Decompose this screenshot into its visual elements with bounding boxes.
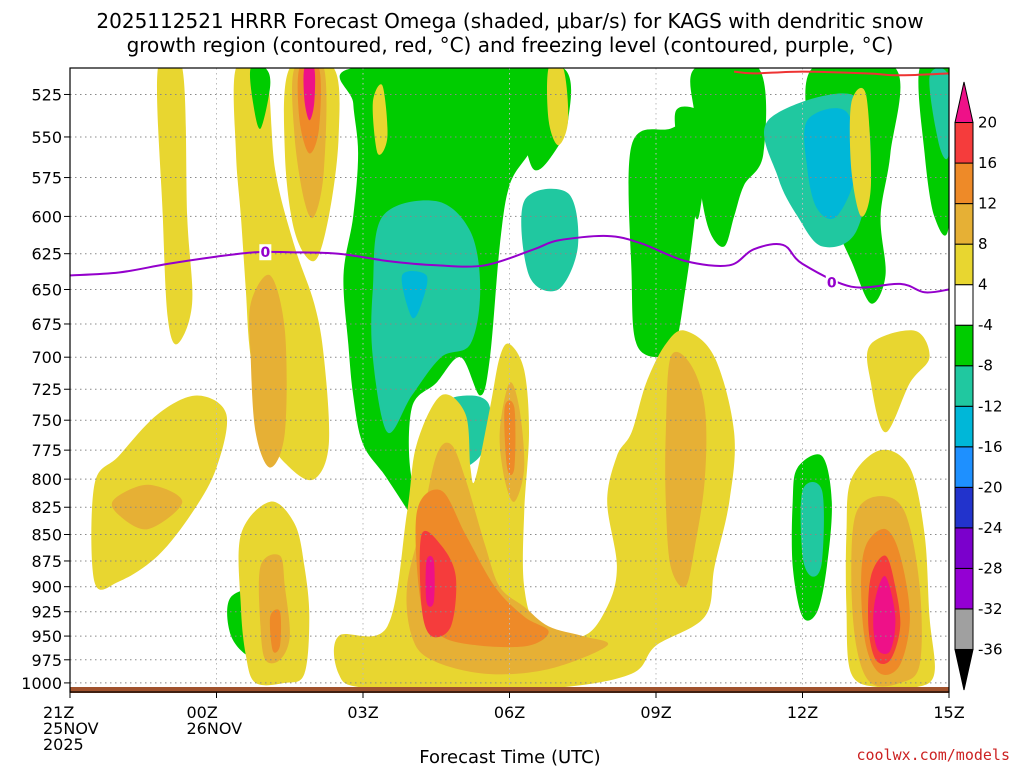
y-tick-label-7: 700 [31, 348, 62, 367]
freezing-label-bg-0 [259, 244, 272, 261]
y-tick-label-2: 575 [31, 169, 62, 188]
freezing-level-label-1: 0 [827, 275, 837, 291]
colorbar-label-3: 8 [978, 235, 988, 253]
colorbar-label-7: -12 [978, 397, 1003, 415]
omega-region-23 [929, 68, 949, 160]
omega-region-33 [665, 351, 707, 588]
colorbar-label-1: 16 [978, 154, 997, 172]
omega-region-21 [521, 188, 579, 292]
y-tick-label-14: 875 [31, 552, 62, 571]
omega-region-35 [504, 400, 516, 476]
colorbar-label-0: 20 [978, 114, 997, 132]
chart-title-line1: 2025112521 HRRR Forecast Omega (shaded, … [96, 9, 923, 33]
colorbar-segment-7 [954, 365, 974, 407]
y-tick-label-10: 775 [31, 441, 62, 460]
colorbar-label-13: -36 [978, 640, 1003, 658]
x-tick-label-5-0: 12Z [787, 703, 818, 722]
omega-region-28 [258, 554, 290, 664]
omega-region-8 [303, 68, 316, 121]
colorbar: 20 16 12 8 4 -4 -8 -12 -16 -20 -24 -28 -32 -36 [954, 81, 1003, 691]
credit-text: coolwx.com/models [856, 746, 1010, 764]
colorbar-segment-0 [954, 648, 974, 691]
y-tick-label-5: 650 [31, 281, 62, 300]
x-tick-label-1-0: 00Z [187, 703, 218, 722]
colorbar-label-9: -20 [978, 478, 1003, 496]
freezing-label-bg-1 [825, 274, 838, 291]
omega-region-43 [873, 576, 896, 655]
omega-region-46 [849, 87, 872, 217]
y-tick-label-9: 750 [31, 411, 62, 430]
omega-region-25 [804, 108, 857, 220]
freezing-level-line [70, 234, 949, 294]
x-tick-label-3-0: 06Z [494, 703, 525, 722]
x-tick-label-1-1: 26NOV [187, 719, 243, 738]
colorbar-segment-14 [954, 81, 974, 124]
x-tick-label-2-0: 03Z [347, 703, 378, 722]
y-tick-label-1: 550 [31, 128, 62, 147]
colorbar-segment-6 [954, 405, 974, 448]
colorbar-segment-9 [954, 284, 974, 326]
y-tick-label-16: 925 [31, 603, 62, 622]
colorbar-label-2: 12 [978, 195, 997, 213]
omega-shading [91, 68, 949, 690]
colorbar-label-6: -8 [978, 357, 993, 375]
colorbar-label-8: -16 [978, 438, 1003, 456]
x-tick-label-6-0: 15Z [933, 703, 964, 722]
y-tick-label-13: 850 [31, 525, 62, 544]
omega-region-37 [425, 555, 435, 607]
colorbar-label-10: -24 [978, 519, 1003, 537]
y-tick-label-12: 825 [31, 498, 62, 517]
chart-title-line2: growth region (contoured, red, °C) and f… [127, 33, 894, 57]
colorbar-label-4: 4 [978, 276, 988, 294]
colorbar-label-5: -4 [978, 316, 993, 334]
x-tick-label-0-0: 21Z [43, 703, 74, 722]
omega-region-14 [690, 68, 767, 247]
y-tick-label-3: 600 [31, 207, 62, 226]
y-axis: 525 550 575 600 625 650 675 700 725 750 775 800 825 8… [21, 85, 70, 693]
x-axis-label: Forecast Time (UTC) [419, 747, 600, 768]
colorbar-segment-1 [954, 608, 974, 650]
x-tick-label-0-2: 2025 [43, 735, 84, 754]
y-tick-label-4: 625 [31, 245, 62, 264]
colorbar-segment-4 [954, 486, 974, 529]
x-tick-label-0-1: 25NOV [43, 719, 99, 738]
colorbar-segment-5 [954, 446, 974, 488]
x-tick-label-4-0: 09Z [640, 703, 671, 722]
colorbar-segment-8 [954, 324, 974, 367]
y-tick-label-17: 950 [31, 627, 62, 646]
omega-region-29 [269, 609, 282, 653]
omega-region-19 [371, 200, 481, 434]
omega-region-4 [249, 274, 287, 468]
colorbar-segment-12 [954, 162, 974, 205]
omega-region-24 [800, 481, 824, 577]
colorbar-segment-11 [954, 203, 974, 245]
y-tick-label-11: 800 [31, 470, 62, 489]
colorbar-segment-13 [954, 122, 974, 164]
omega-region-38 [866, 330, 930, 433]
omega-region-44 [547, 68, 569, 146]
y-tick-label-18: 975 [31, 651, 62, 670]
colorbar-label-12: -32 [978, 600, 1003, 618]
ground-strip [70, 687, 949, 693]
omega-region-9 [249, 68, 271, 129]
y-tick-label-19: 1000 [21, 674, 62, 693]
y-tick-label-8: 725 [31, 380, 62, 399]
dgz-contour [733, 70, 949, 77]
y-tick-label-6: 675 [31, 315, 62, 334]
colorbar-label-11: -28 [978, 559, 1003, 577]
freezing-level-label-0: 0 [260, 245, 270, 261]
y-tick-label-0: 525 [31, 85, 62, 104]
colorbar-segment-3 [954, 527, 974, 569]
colorbar-segment-10 [954, 243, 974, 286]
y-tick-label-15: 900 [31, 578, 62, 597]
omega-region-26 [401, 270, 428, 319]
colorbar-segment-2 [954, 567, 974, 610]
omega-region-2 [111, 484, 183, 530]
contour-lines: 00 [70, 70, 949, 294]
